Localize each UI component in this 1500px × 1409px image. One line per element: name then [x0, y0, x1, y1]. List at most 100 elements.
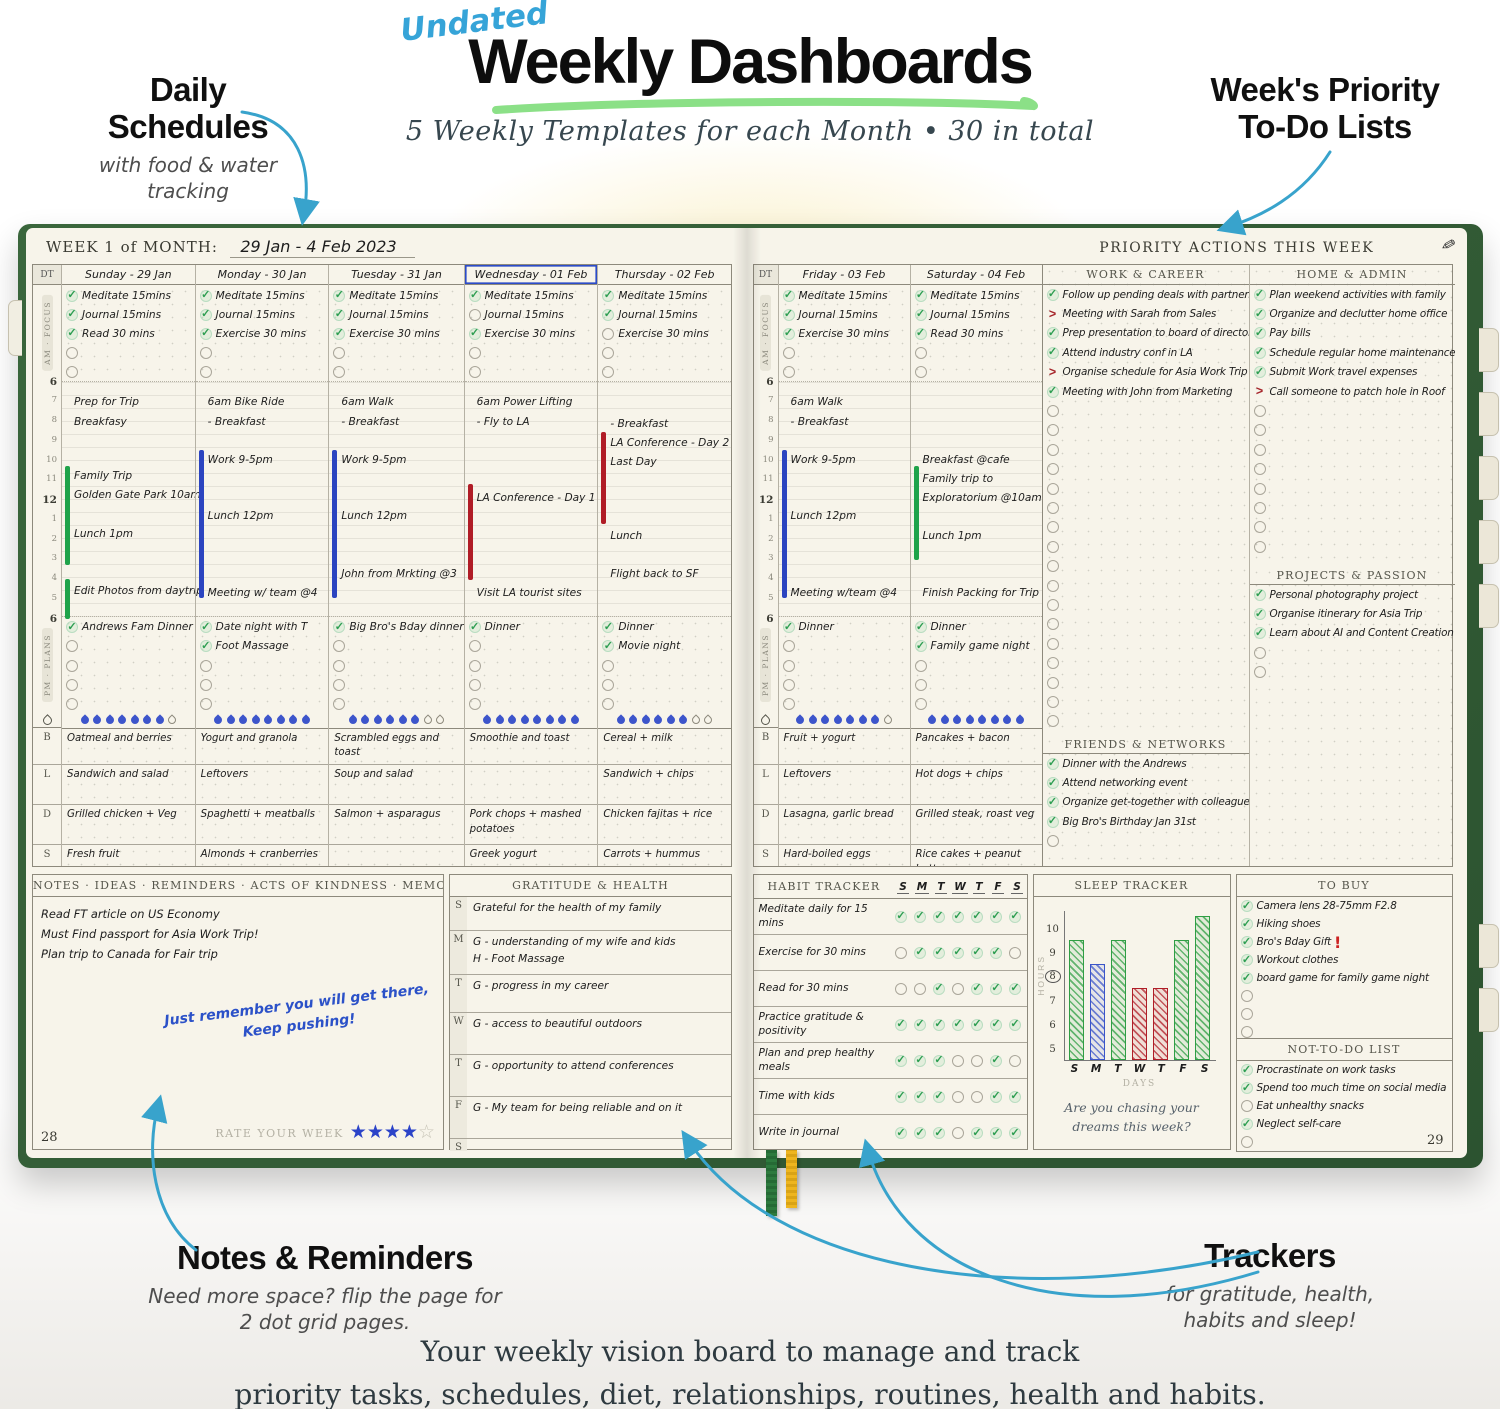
- meal-row-letter: B: [43, 732, 51, 744]
- schedule-entry: Exploratorium @10am: [922, 491, 1042, 504]
- task-item: ✓ Learn about AI and Content Creation: [1250, 624, 1455, 643]
- task-label: Prep presentation to board of directors: [1062, 327, 1249, 340]
- task-list: ✓ Personal photography project ✓ Organise i…: [1250, 585, 1455, 682]
- rate-your-week: RATE YOUR WEEK ★★★★☆: [215, 1123, 435, 1143]
- water-drop-icon: [1014, 714, 1026, 726]
- task-label: board game for family game night: [1256, 972, 1430, 984]
- checkmark-icon: ✓: [199, 327, 212, 340]
- water-drop-icon: [506, 714, 518, 726]
- task-label: Plan weekend activities with family: [1269, 288, 1446, 301]
- habit-mark-cell: ✓: [894, 1090, 913, 1103]
- habit-mark-cell: ✓: [932, 1054, 951, 1067]
- bottom-tagline: Your weekly vision board to manage and t…: [0, 1330, 1500, 1409]
- checkmark-icon: ✓: [971, 982, 983, 995]
- empty-checkbox-icon: [1046, 424, 1059, 437]
- checkmark-icon: ✓: [990, 910, 1002, 923]
- gratitude-row: T G - opportunity to attend conferences: [450, 1055, 731, 1097]
- carryover-arrow-icon: >: [1048, 306, 1057, 321]
- checkmark-icon: ✓: [782, 289, 795, 302]
- empty-checkbox-icon: [1253, 501, 1266, 514]
- meal-cell-s: Fresh fruit: [62, 844, 195, 866]
- schedule-entry: Flight back to SF: [610, 567, 699, 580]
- gratitude-entry: G - progress in my career: [467, 975, 608, 1012]
- index-tab: [1479, 456, 1499, 500]
- hour-label: 4: [768, 573, 774, 584]
- carryover-arrow-icon: >: [1255, 384, 1264, 399]
- checkmark-icon: ✓: [782, 308, 795, 321]
- habit-day-letter: M: [914, 880, 930, 894]
- task-item: [598, 343, 731, 362]
- task-item: [598, 694, 731, 713]
- meal-row-letter: L: [762, 769, 769, 781]
- empty-checkbox-icon: [468, 698, 481, 711]
- meal-cell-s: Carrots + hummus: [598, 844, 731, 866]
- habit-mark-cell: [951, 982, 970, 995]
- meal-row-letter: D: [761, 809, 770, 821]
- meal-cell-b: Smoothie and toast: [464, 728, 598, 765]
- task-item: [1043, 421, 1249, 440]
- empty-checkbox-icon: [1253, 482, 1266, 495]
- task-item: [1250, 498, 1455, 517]
- empty-checkbox-icon: [1046, 598, 1059, 611]
- friends-networks-section: FRIENDS & NETWORKS ✓ Dinner with the Andr…: [1042, 735, 1249, 866]
- water-drop-icon: [237, 714, 249, 726]
- event-bar-green: [65, 578, 70, 619]
- checkmark-icon: ✓: [895, 1018, 907, 1031]
- schedule-entry: Meeting w/team @4: [790, 586, 898, 599]
- habit-mark-cell: ✓: [989, 982, 1008, 995]
- water-drop-icon: [287, 714, 299, 726]
- hour-label: 3: [768, 553, 774, 564]
- tagline-line: priority tasks, schedules, diet, relatio…: [234, 1378, 1266, 1409]
- callout-weeks-priority: Week's Priority To-Do Lists: [1185, 71, 1465, 146]
- water-drop-outline-icon: [759, 713, 772, 727]
- checkmark-icon: ✓: [1240, 971, 1253, 984]
- empty-checkbox-icon: [602, 678, 615, 691]
- task-item: ✓ Bro's Bday Gift!: [1237, 933, 1452, 951]
- water-drop-icon: [275, 714, 287, 726]
- sleep-day-letter: M: [1090, 1063, 1102, 1075]
- hour-label: 3: [51, 553, 57, 564]
- task-label: Learn about AI and Content Creation: [1269, 627, 1454, 640]
- empty-checkbox-icon: [782, 347, 795, 360]
- pm-plans-label: PM · PLANS: [33, 617, 61, 713]
- habit-mark-cell: ✓: [951, 1018, 970, 1031]
- empty-checkbox-icon: [952, 1127, 964, 1139]
- sleep-day-letter: F: [1179, 1063, 1187, 1075]
- empty-checkbox-icon: [1240, 1136, 1253, 1148]
- page-number-left: 28: [41, 1130, 58, 1145]
- checkmark-icon: ✓: [914, 1090, 926, 1103]
- sleep-y-tick: 6: [1049, 1020, 1056, 1031]
- water-drop-icon: [869, 714, 881, 726]
- gratitude-entry: Grateful for the health of my family: [467, 897, 661, 930]
- habit-mark-cell: ✓: [989, 946, 1008, 959]
- checkmark-icon: ✓: [933, 1126, 945, 1139]
- checkmark-icon: ✓: [1046, 288, 1059, 301]
- priority-column-1: WORK & CAREER ✓ Follow up pending deals w…: [1042, 265, 1249, 866]
- section-title: HOME & ADMIN: [1249, 265, 1455, 285]
- notes-title: NOTES · IDEAS · REMINDERS · ACTS OF KIND…: [33, 875, 443, 897]
- checkmark-icon: ✓: [1009, 1090, 1021, 1103]
- week-dates-value: 29 Jan - 4 Feb 2023: [230, 237, 415, 258]
- am-focus-list: ✓ Meditate 15mins ✓ Journal 15mins ✓ Exercise…: [778, 284, 910, 381]
- page-number-right: 29: [1426, 1133, 1444, 1148]
- water-drop-icon: [882, 714, 894, 726]
- empty-checkbox-icon: [602, 347, 615, 360]
- hour-label: 6: [766, 612, 774, 625]
- gratitude-line: G - understanding of my wife and kids: [473, 936, 676, 948]
- task-item: [1043, 460, 1249, 479]
- checkmark-icon: ✓: [66, 308, 78, 321]
- am-focus-list: ✓ Meditate 15mins ✓ Journal 15mins ✓ Exercise…: [195, 284, 329, 381]
- habit-mark-cell: ✓: [1008, 1090, 1027, 1103]
- task-item: ✓ Submit Work travel expenses: [1250, 363, 1455, 382]
- empty-checkbox-icon: [1046, 835, 1059, 848]
- sleep-x-axis-label: DAYS: [1122, 1079, 1157, 1089]
- task-item: ✓ Dinner with the Andrews: [1043, 754, 1249, 773]
- empty-checkbox-icon: [782, 366, 795, 379]
- task-item: [1043, 673, 1249, 692]
- task-item: [779, 637, 910, 656]
- sleep-bar: [1152, 988, 1168, 1060]
- priority-columns: WORK & CAREER ✓ Follow up pending deals w…: [1041, 265, 1455, 866]
- task-label: Dinner: [484, 621, 521, 634]
- empty-checkbox-icon: [1240, 1008, 1253, 1020]
- checkmark-icon: ✓: [1046, 795, 1059, 809]
